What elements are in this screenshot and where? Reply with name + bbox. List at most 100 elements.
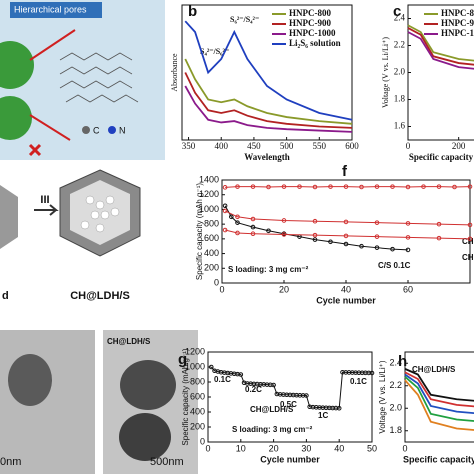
annotation: 0.1C bbox=[214, 375, 231, 384]
data-point bbox=[328, 184, 333, 189]
data-point bbox=[369, 370, 375, 376]
data-point bbox=[312, 218, 318, 224]
data-point bbox=[229, 214, 234, 220]
y-tick-label: 1.6 bbox=[394, 121, 406, 131]
tem-image bbox=[0, 330, 95, 474]
y-tick-label: 0 bbox=[200, 436, 205, 446]
title-box bbox=[10, 2, 102, 18]
legend-dot bbox=[82, 126, 90, 134]
data-point bbox=[374, 245, 380, 250]
series-line bbox=[404, 373, 474, 415]
data-point bbox=[208, 364, 214, 370]
schematic-title: Hierarchical pores bbox=[14, 4, 87, 14]
arrow bbox=[29, 29, 76, 141]
data-point bbox=[405, 235, 411, 240]
x-axis-label: Specific capacity bbox=[409, 152, 474, 162]
plot-frame bbox=[404, 351, 474, 443]
x-tick-label: 0 bbox=[219, 284, 224, 294]
data-point bbox=[467, 222, 473, 228]
particle bbox=[120, 360, 176, 410]
y-tick-label: 800 bbox=[190, 376, 205, 386]
x-tick-label: 0 bbox=[205, 443, 210, 453]
tem: CH@LDH/S 500nm 0nm bbox=[0, 330, 198, 474]
annotation: CH@LDH/S bbox=[412, 365, 456, 374]
data-point bbox=[374, 234, 380, 239]
cross bbox=[28, 143, 42, 157]
y-tick-label: 200 bbox=[190, 421, 205, 431]
x-axis-label: Cycle number bbox=[316, 295, 376, 305]
data-point bbox=[421, 184, 426, 189]
data-point bbox=[235, 184, 240, 189]
step-label: III bbox=[40, 194, 49, 206]
legend-label: C bbox=[93, 125, 100, 135]
y-tick-label: 2.2 bbox=[394, 40, 405, 50]
data-point bbox=[328, 239, 333, 245]
data-point bbox=[343, 241, 349, 247]
y-axis-label: Specific capacity (mAh g⁻¹) bbox=[195, 183, 204, 280]
data-point bbox=[222, 203, 228, 209]
data-point bbox=[359, 184, 364, 190]
x-tick-label: 50 bbox=[367, 443, 377, 453]
legend-label: N bbox=[119, 125, 126, 135]
series-line bbox=[404, 376, 474, 422]
x-tick-label: 0 bbox=[402, 443, 407, 453]
data-point bbox=[405, 184, 411, 190]
data-point bbox=[343, 184, 349, 189]
annotation: S loading: 3 mg cm⁻² bbox=[228, 265, 309, 274]
data-point bbox=[222, 227, 228, 233]
y-tick-label: 2.4 bbox=[389, 358, 402, 368]
y-tick-label: 2.4 bbox=[394, 13, 406, 23]
data-point bbox=[436, 184, 442, 189]
product-label: CH@LDH/S bbox=[70, 290, 130, 302]
series-line bbox=[184, 72, 353, 129]
schematic: Hierarchical pores C N bbox=[0, 0, 165, 160]
legend-label: HNPC-800 bbox=[441, 8, 474, 18]
y-axis-label: Voltage (V vs. Li/Li⁺) bbox=[378, 360, 387, 433]
annotation: S loading: 3 mg cm⁻² bbox=[232, 425, 313, 434]
panel-label: b bbox=[188, 3, 197, 20]
plot-frame bbox=[181, 4, 353, 141]
series-line bbox=[225, 186, 471, 188]
x-tick-label: 40 bbox=[341, 284, 351, 294]
data-point bbox=[222, 185, 228, 190]
data-point bbox=[467, 236, 473, 242]
data-point bbox=[374, 184, 380, 189]
data-point bbox=[336, 405, 342, 411]
annotation: CH bbox=[462, 253, 474, 262]
legend-label: HNPC-800 bbox=[289, 8, 331, 18]
y-tick-label: 1400 bbox=[199, 174, 219, 184]
data-point bbox=[312, 184, 318, 190]
pores bbox=[80, 195, 120, 233]
series-line bbox=[407, 24, 474, 62]
x-tick-label: 30 bbox=[301, 443, 311, 453]
x-tick-label: 0 bbox=[406, 141, 411, 151]
series-line bbox=[407, 31, 474, 70]
series-line bbox=[184, 20, 353, 121]
y-tick-label: 800 bbox=[204, 219, 219, 229]
series-line bbox=[404, 379, 474, 431]
y-tick-label: 400 bbox=[190, 406, 205, 416]
legend-label: HNPC-1000 bbox=[441, 28, 474, 38]
arrow bbox=[34, 204, 59, 216]
data-point bbox=[266, 228, 271, 234]
series-line bbox=[224, 205, 409, 251]
x-axis-label: Specific capacity bbox=[403, 454, 474, 464]
x-tick-label: 200 bbox=[452, 141, 466, 151]
series-line bbox=[184, 85, 353, 133]
y-tick-label: 1000 bbox=[185, 361, 205, 371]
data-point bbox=[250, 224, 256, 230]
data-point bbox=[312, 232, 318, 238]
data-point bbox=[281, 184, 287, 189]
data-point bbox=[238, 372, 244, 377]
data-point bbox=[405, 221, 411, 226]
data-point bbox=[452, 184, 457, 190]
data-point bbox=[312, 237, 318, 242]
annotation: 0.1C bbox=[350, 377, 367, 386]
series-line bbox=[404, 371, 474, 408]
data-point bbox=[436, 235, 442, 241]
legend-label: HNPC-900 bbox=[441, 18, 474, 28]
y-tick-label: 0 bbox=[214, 277, 219, 287]
annotation: 0.5C bbox=[280, 400, 297, 409]
data-point bbox=[390, 246, 395, 252]
x-tick-label: 60 bbox=[403, 284, 413, 294]
